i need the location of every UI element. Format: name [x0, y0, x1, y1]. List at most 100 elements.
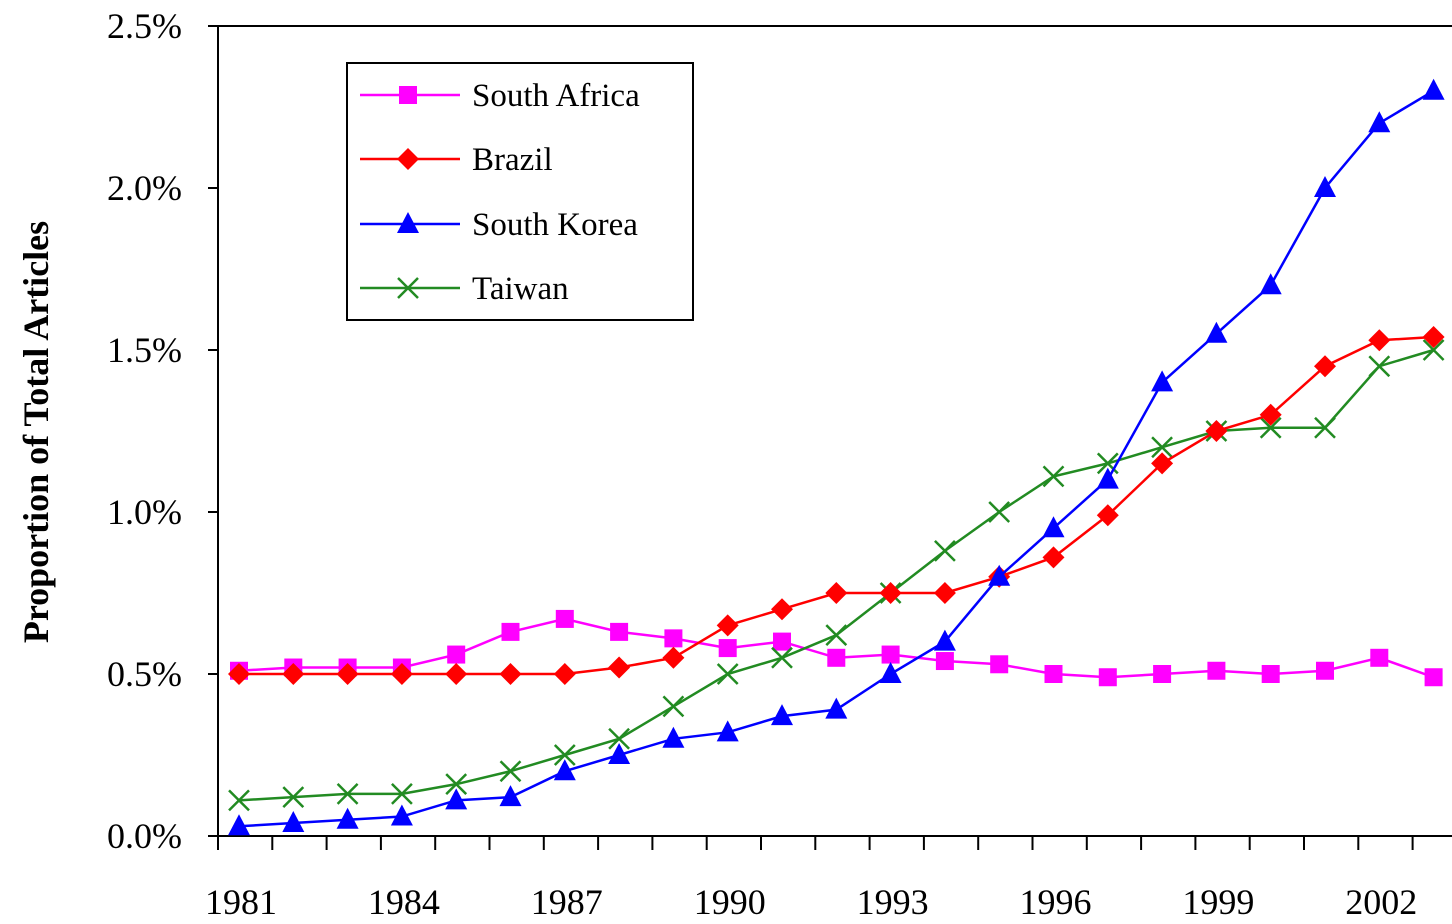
data-point-taiwan: [391, 782, 413, 805]
series-taiwan: [228, 339, 1445, 812]
data-point-south-korea: [933, 629, 956, 651]
data-point-taiwan: [988, 501, 1011, 523]
data-point-taiwan: [1368, 355, 1391, 378]
data-point-south-korea: [499, 785, 522, 807]
data-point-south-africa: [610, 622, 629, 641]
y-tick-label: 0.0%: [107, 816, 182, 856]
data-point-taiwan: [553, 744, 576, 766]
data-point-taiwan: [771, 646, 793, 669]
data-point-south-africa: [1098, 668, 1117, 687]
marker-stroke: [934, 539, 956, 562]
x-tick-label: 1987: [531, 882, 603, 922]
data-point-south-africa: [1316, 661, 1334, 680]
data-point-south-africa: [501, 622, 520, 641]
axes: 0.0% 0.5% 1.0% 1.5% 2.0% 2.5% 1981 1984 1987 1990…: [107, 6, 1452, 922]
legend-item-taiwan: Taiwan: [360, 271, 569, 307]
data-point-south-korea: [1368, 111, 1391, 133]
x-tick-label: 2002: [1345, 882, 1417, 922]
series-brazil: [228, 326, 1445, 685]
marker-stroke: [228, 789, 250, 812]
data-point-south-korea: [282, 811, 305, 833]
data-point-south-korea: [879, 662, 902, 683]
legend-item-south-korea: South Korea: [360, 207, 638, 243]
data-point-south-korea: [1151, 370, 1174, 392]
data-point-brazil: [825, 582, 848, 604]
data-point-taiwan: [499, 760, 522, 783]
marker-stroke: [608, 727, 630, 750]
y-tick-label: 2.0%: [107, 168, 182, 208]
legend-marker: [397, 212, 419, 233]
marker-stroke: [397, 277, 419, 299]
data-point-south-africa: [1261, 665, 1280, 683]
x-tick-label: 1984: [368, 882, 440, 922]
data-point-south-korea: [1205, 321, 1228, 343]
data-point-brazil: [662, 646, 685, 669]
legend-box: [346, 62, 694, 321]
data-point-taiwan: [445, 773, 468, 796]
data-point-taiwan: [336, 782, 359, 805]
data-point-south-africa: [1424, 668, 1443, 687]
data-point-south-africa: [1370, 648, 1389, 667]
marker-stroke: [771, 646, 793, 669]
marker-stroke: [336, 782, 359, 805]
data-point-south-korea: [445, 788, 468, 810]
marker-stroke: [553, 744, 576, 766]
data-point-south-africa: [827, 648, 846, 667]
data-point-brazil: [879, 582, 902, 604]
data-point-south-africa: [990, 655, 1009, 674]
data-point-south-korea: [1259, 273, 1282, 295]
data-point-brazil: [1096, 504, 1119, 527]
data-point-south-africa: [664, 629, 683, 648]
data-point-taiwan: [282, 786, 305, 809]
x-tick-label: 1996: [1020, 882, 1092, 922]
data-point-south-korea: [1314, 176, 1336, 197]
legend-label: South Korea: [472, 207, 638, 243]
marker-stroke: [282, 786, 305, 809]
data-point-south-africa: [881, 645, 900, 664]
marker-stroke: [1042, 465, 1065, 488]
y-tick-label: 1.0%: [107, 492, 182, 532]
data-point-taiwan: [1314, 416, 1336, 439]
legend-marker: [397, 277, 419, 299]
series-line-taiwan: [238, 348, 1434, 802]
marker-stroke: [1314, 416, 1336, 439]
data-point-south-korea: [390, 804, 413, 826]
data-point-brazil: [1259, 403, 1282, 426]
data-point-taiwan: [1259, 416, 1282, 439]
data-point-south-korea: [1042, 516, 1065, 538]
marker-stroke: [716, 663, 739, 685]
data-point-taiwan: [1151, 436, 1173, 459]
data-point-south-korea: [1096, 467, 1119, 489]
data-point-brazil: [282, 663, 305, 685]
data-point-brazil: [933, 582, 956, 604]
data-point-brazil: [1205, 420, 1228, 442]
marker-stroke: [1259, 416, 1282, 439]
data-point-taiwan: [1422, 339, 1445, 361]
y-tick-label: 0.5%: [107, 654, 182, 694]
y-tick-label: 2.5%: [107, 6, 182, 46]
data-point-south-korea: [988, 564, 1011, 586]
legend-label: South Africa: [472, 78, 640, 114]
data-point-south-africa: [718, 639, 737, 658]
marker-stroke: [825, 624, 848, 647]
data-point-south-africa: [447, 645, 466, 664]
series-line-south-africa: [238, 617, 1435, 679]
data-point-south-korea: [553, 759, 576, 781]
x-tick-label: 1993: [857, 882, 929, 922]
x-tick-label: 1981: [205, 882, 277, 922]
marker-stroke: [662, 695, 685, 718]
legend-marker: [399, 86, 417, 104]
marker-stroke: [499, 760, 522, 783]
legend-label: Brazil: [472, 142, 553, 178]
data-point-south-korea: [608, 743, 631, 764]
data-point-south-korea: [771, 704, 793, 726]
data-point-south-korea: [336, 807, 359, 829]
data-point-brazil: [445, 663, 468, 685]
data-point-taiwan: [228, 789, 250, 812]
data-point-south-africa: [1207, 661, 1226, 680]
data-point-south-africa: [773, 632, 791, 651]
y-axis-title: Proportion of Total Articles: [16, 221, 56, 643]
data-point-brazil: [771, 598, 793, 621]
marker-stroke: [445, 773, 468, 796]
